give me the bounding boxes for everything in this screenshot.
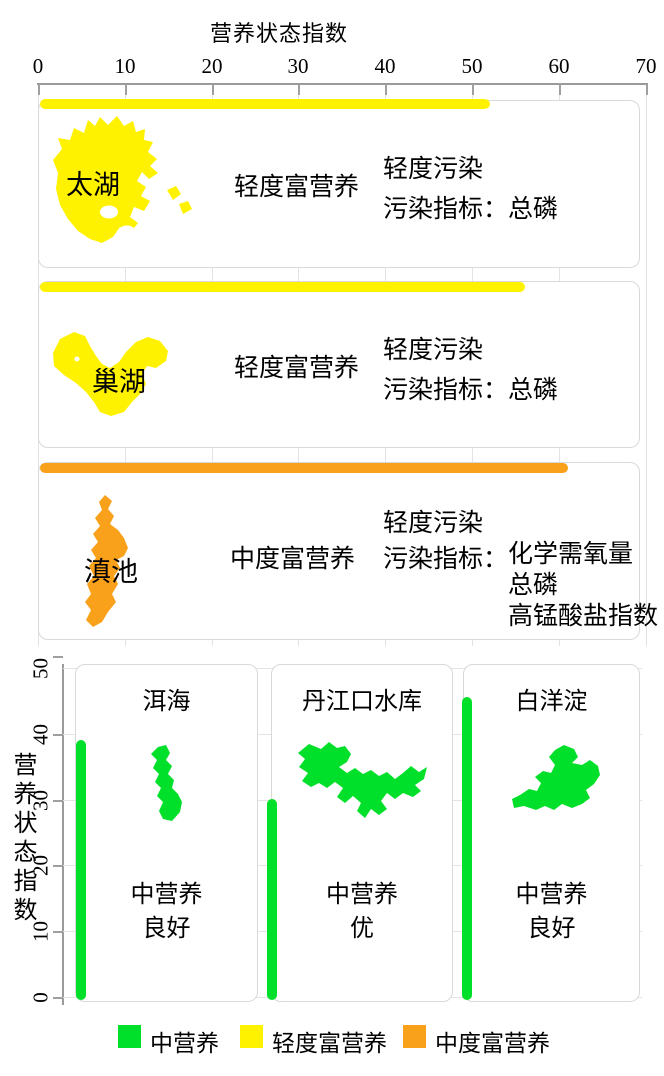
top-tickmark-70 xyxy=(646,84,648,95)
bottom-tickmark-0 xyxy=(53,997,63,999)
chaohu-island-hole xyxy=(74,356,80,362)
dianchi-tli-bar xyxy=(40,463,569,473)
taihu-indicator-value: 总磷 xyxy=(508,196,559,223)
dianchi-indicator-2: 总磷 xyxy=(508,572,559,599)
taihu-lake-shape xyxy=(53,116,192,243)
erhai-lake-polygon xyxy=(151,745,182,821)
panel-baiyangdian xyxy=(463,664,640,1002)
taihu-island-hole-2 xyxy=(119,225,135,237)
legend-swatch-moderate-eutrophic xyxy=(403,1025,426,1048)
taihu-indicator-label: 污染指标： xyxy=(383,196,509,223)
bottom-tick-50: 50 xyxy=(28,658,53,679)
legend-swatch-mesotrophic xyxy=(118,1025,141,1048)
dianchi-indicator-row: 污染指标： 化学需氧量 总磷 高锰酸盐指数 xyxy=(383,539,658,632)
danjiangkou-tli-bar xyxy=(267,799,277,1000)
chaohu-indicator-label: 污染指标： xyxy=(383,377,509,404)
baiyangdian-water-quality: 良好 xyxy=(527,916,576,942)
dianchi-indicator-list: 化学需氧量 总磷 高锰酸盐指数 xyxy=(508,539,658,632)
bottom-tickmark-50 xyxy=(53,656,63,658)
bottom-tick-40: 40 xyxy=(28,724,53,745)
bottom-tickmark-20 xyxy=(53,865,63,867)
dianchi-indicator-1: 化学需氧量 xyxy=(508,541,634,568)
chaohu-label: 巢湖 xyxy=(92,367,146,397)
baiyangdian-lake-polygon xyxy=(512,745,600,810)
chaohu-pollution-level: 轻度污染 xyxy=(383,337,484,364)
danjiangkou-water-quality: 优 xyxy=(350,916,374,942)
top-tick-30: 30 xyxy=(287,54,309,78)
top-tickmark-10 xyxy=(125,84,127,95)
baiyangdian-tli-bar xyxy=(462,697,472,1000)
top-tickmark-30 xyxy=(298,84,300,95)
bottom-tickmark-40 xyxy=(53,734,63,736)
top-tick-10: 10 xyxy=(114,54,136,78)
bottom-tickmark-10 xyxy=(53,931,63,933)
dianchi-lake-shape xyxy=(85,495,128,627)
chaohu-indicator-value: 总磷 xyxy=(508,377,559,404)
legend-label-moderate-eutrophic: 中度富营养 xyxy=(435,1031,550,1056)
erhai-title: 洱海 xyxy=(142,689,191,715)
dianchi-lake-polygon xyxy=(85,495,128,627)
chaohu-lake-shape xyxy=(53,332,168,416)
taihu-tli-bar xyxy=(40,99,490,109)
panel-danjiangkou xyxy=(271,664,453,1002)
top-tickmark-20 xyxy=(212,84,214,95)
dianchi-indicator-3: 高锰酸盐指数 xyxy=(508,603,659,630)
erhai-lake-shape xyxy=(151,745,182,821)
taihu-label: 太湖 xyxy=(66,170,120,200)
chaohu-trophic-level: 轻度富营养 xyxy=(234,355,360,382)
bottom-axis-line xyxy=(62,664,64,1005)
bottom-tick-0: 0 xyxy=(28,992,53,1003)
top-tickmark-60 xyxy=(559,84,561,95)
danjiangkou-trophic-level: 中营养 xyxy=(326,882,398,908)
taihu-islet-2 xyxy=(179,201,192,214)
bottom-tick-10: 10 xyxy=(28,921,53,942)
chaohu-indicator-row: 污染指标： 总磷 xyxy=(383,370,558,406)
legend-label-mesotrophic: 中营养 xyxy=(150,1031,219,1056)
top-axis-title: 营养状态指数 xyxy=(210,21,349,46)
chaohu-lake-polygon xyxy=(53,332,168,416)
legend-label-light-eutrophic: 轻度富营养 xyxy=(272,1031,387,1056)
erhai-water-quality: 良好 xyxy=(142,916,191,942)
dianchi-indicator-label: 污染指标： xyxy=(383,546,509,573)
bottom-tickmark-30 xyxy=(53,800,63,802)
top-tick-50: 50 xyxy=(461,54,483,78)
baiyangdian-lake-shape xyxy=(512,745,600,810)
legend-swatch-light-eutrophic xyxy=(240,1025,263,1048)
erhai-tli-bar xyxy=(76,740,86,1000)
bottom-tick-20: 20 xyxy=(28,855,53,876)
taihu-lake-polygon xyxy=(53,116,158,243)
baiyangdian-title: 白洋淀 xyxy=(515,689,588,715)
top-tickmark-40 xyxy=(385,84,387,95)
baiyangdian-trophic-level: 中营养 xyxy=(515,882,588,908)
danjiangkou-lake-shape xyxy=(298,742,427,818)
danjiangkou-lake-polygon xyxy=(298,742,427,818)
top-tick-40: 40 xyxy=(374,54,396,78)
top-axis-line xyxy=(37,83,648,85)
top-tick-0: 0 xyxy=(32,54,44,78)
dianchi-trophic-level: 中度富营养 xyxy=(230,546,356,573)
taihu-islet-1 xyxy=(167,186,181,200)
dianchi-pollution-level: 轻度污染 xyxy=(383,510,484,537)
top-tick-70: 70 xyxy=(635,54,657,78)
top-tickmark-50 xyxy=(472,84,474,95)
panel-erhai xyxy=(75,664,258,1002)
bottom-y-axis-title: 营养状态指数 xyxy=(9,752,35,926)
taihu-island-hole-1 xyxy=(100,205,118,219)
erhai-trophic-level: 中营养 xyxy=(130,882,203,908)
bottom-tick-30: 30 xyxy=(28,790,53,811)
taihu-pollution-level: 轻度污染 xyxy=(383,156,484,183)
taihu-indicator-row: 污染指标： 总磷 xyxy=(383,189,558,225)
top-tick-60: 60 xyxy=(548,54,570,78)
top-tickmark-0 xyxy=(38,84,40,95)
dianchi-label: 滇池 xyxy=(84,557,138,587)
danjiangkou-title: 丹江口水库 xyxy=(302,689,422,715)
gridline-v-70 xyxy=(646,84,647,646)
taihu-trophic-level: 轻度富营养 xyxy=(234,174,360,201)
top-tick-20: 20 xyxy=(201,54,223,78)
chaohu-tli-bar xyxy=(40,282,525,292)
panel-dianchi xyxy=(38,462,640,640)
